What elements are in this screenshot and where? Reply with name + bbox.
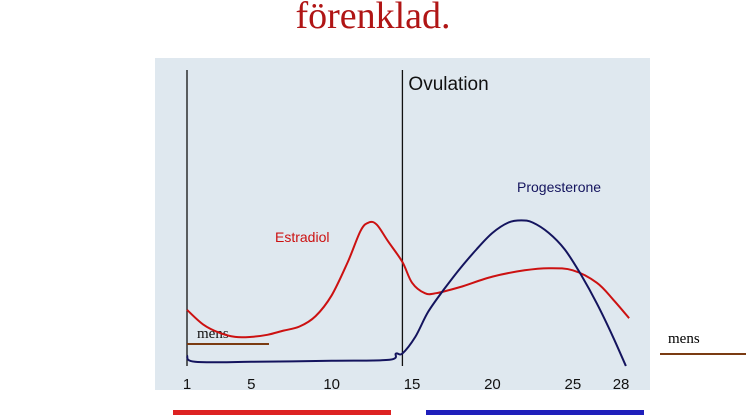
x-tick-label: 1 [183,376,191,393]
x-tick-label: 10 [323,376,340,393]
follicular-phase-bar [173,410,391,415]
mens-line-right [660,353,746,355]
series-label-estradiol: Estradiol [275,229,329,245]
x-tick-label: 5 [247,376,255,393]
mens-label: mens [197,326,229,342]
x-tick-label: 28 [613,376,630,393]
series-line-progesterone [186,219,627,367]
annotations: Ovulation mens [187,70,489,366]
series-lines [186,219,630,367]
series-labels: Estradiol Progesterone [275,179,601,245]
x-tick-labels: 1 5 10 15 20 25 28 [183,376,630,393]
x-tick-label: 25 [564,376,581,393]
series-label-progesterone: Progesterone [517,179,601,195]
x-tick-label: 15 [404,376,421,393]
x-tick-label: 20 [484,376,501,393]
page-title: förenklad. [295,0,451,37]
luteal-phase-bar [426,410,644,415]
mens-label-right: mens [668,331,700,347]
series-line-estradiol [186,220,630,339]
ovulation-label: Ovulation [408,74,488,95]
